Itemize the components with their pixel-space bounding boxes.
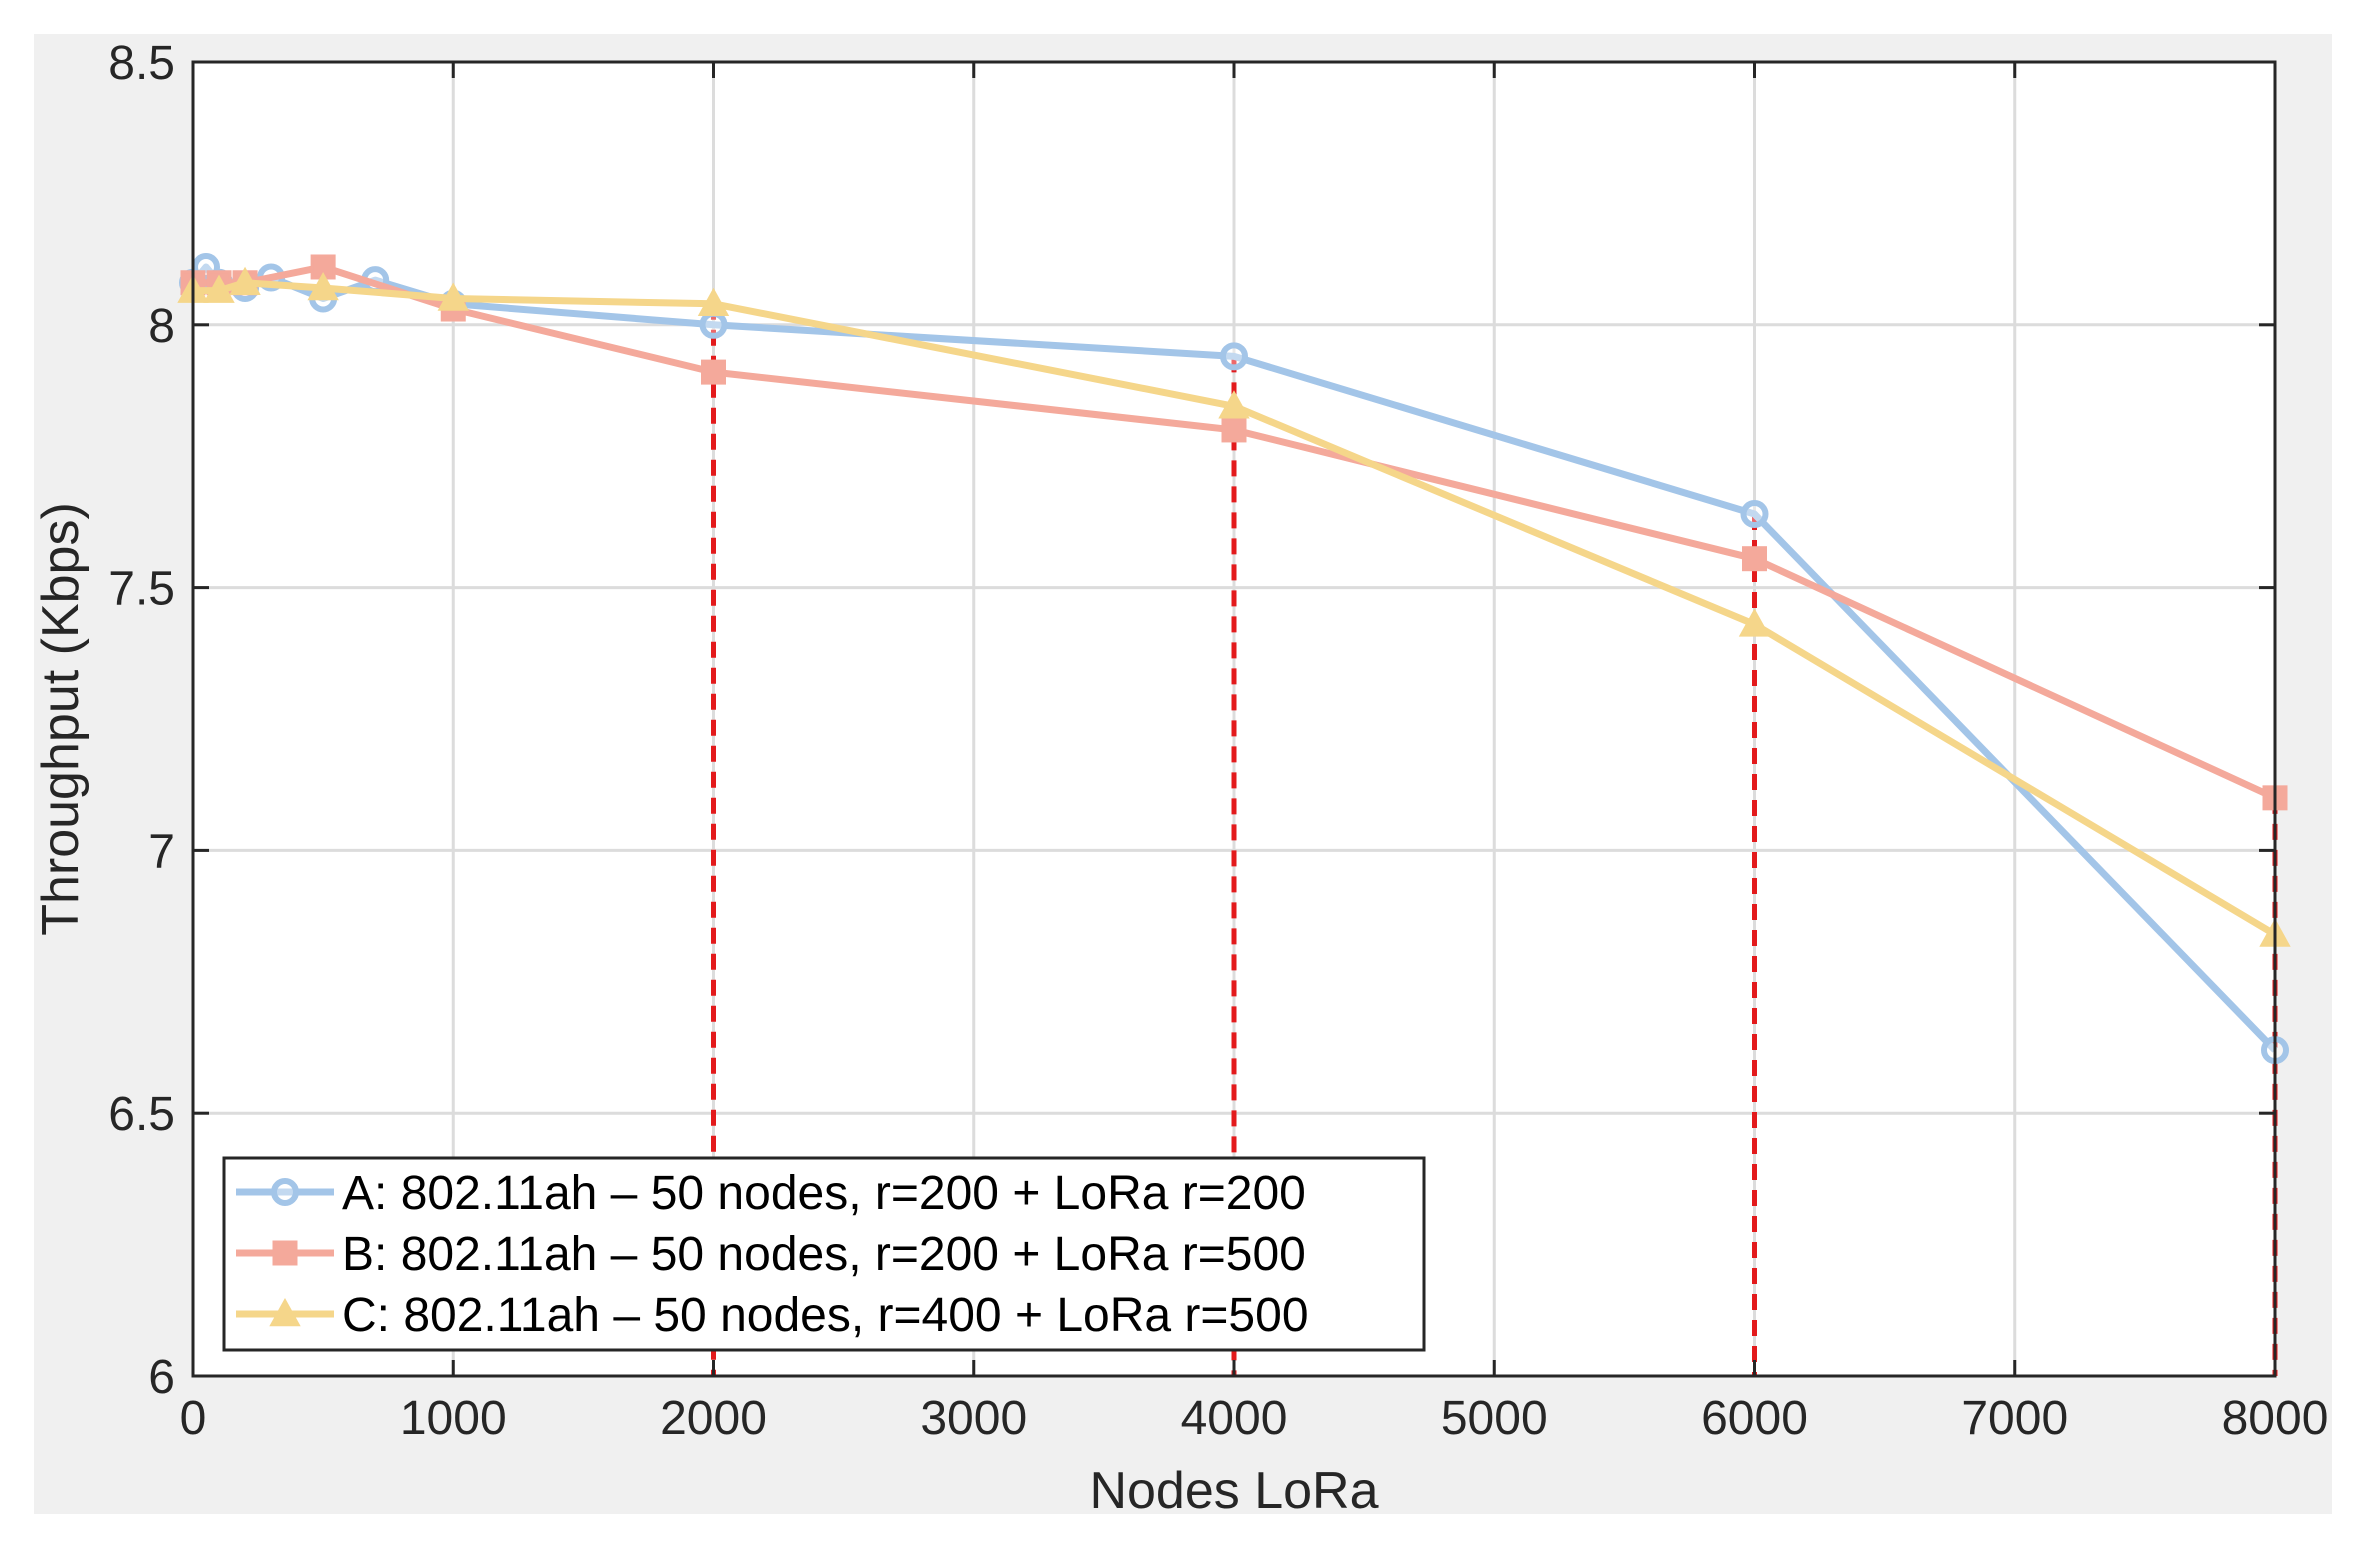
ticks [191,60,2277,1378]
y-tick-label: 8 [148,300,175,353]
x-tick-label: 6000 [1701,1392,1808,1445]
x-tick-label: 5000 [1441,1392,1548,1445]
data-point [699,310,728,339]
x-tick-label: 3000 [920,1392,1027,1445]
data-point [437,282,469,311]
legend-marker [272,1240,298,1266]
legend-label: C: 802.11ah – 50 nodes, r=400 + LoRa r=5… [342,1289,1309,1342]
legend-label: B: 802.11ah – 50 nodes, r=200 + LoRa r=5… [342,1228,1306,1281]
data-point [1738,608,1771,637]
y-tick-label: 6 [148,1351,175,1404]
data-point [1742,546,1767,572]
data-point [1218,390,1250,419]
x-tick-label: 2000 [660,1392,767,1445]
data-point [307,271,339,301]
x-tick-label: 1000 [400,1392,507,1445]
data-point [1740,500,1769,529]
x-tick-label: 0 [180,1392,207,1445]
legend-marker [271,1178,299,1206]
data-point [203,274,235,303]
data-point [697,287,730,316]
x-tick-label: 7000 [1961,1392,2068,1445]
tick-labels: 0 1000 2000 3000 4000 5000 6000 7000 8000 6 6.5 7 7.… [108,37,2328,1445]
series-group [177,252,2291,1065]
x-axis-label: Nodes LoRa [1089,1462,1378,1520]
y-tick-label: 7.5 [108,563,175,616]
legend-label: A: 802.11ah – 50 nodes, r=200 + LoRa r=2… [342,1167,1306,1220]
x-tick-label: 4000 [1181,1392,1288,1445]
data-point [701,359,726,385]
legend-marker [269,1297,301,1327]
data-point [1221,417,1247,443]
data-point [229,266,261,295]
data-point [1220,342,1248,371]
y-tick-label: 8.5 [108,37,175,90]
x-tick-label: 8000 [2222,1392,2329,1445]
y-axis-label: Throughput (Kbps) [32,502,90,936]
y-tick-label: 7 [148,825,175,878]
legend-box [222,1156,1426,1352]
y-tick-label: 6.5 [108,1088,175,1141]
legend: A: 802.11ah – 50 nodes, r=200 + LoRa r=2… [222,1156,1426,1352]
